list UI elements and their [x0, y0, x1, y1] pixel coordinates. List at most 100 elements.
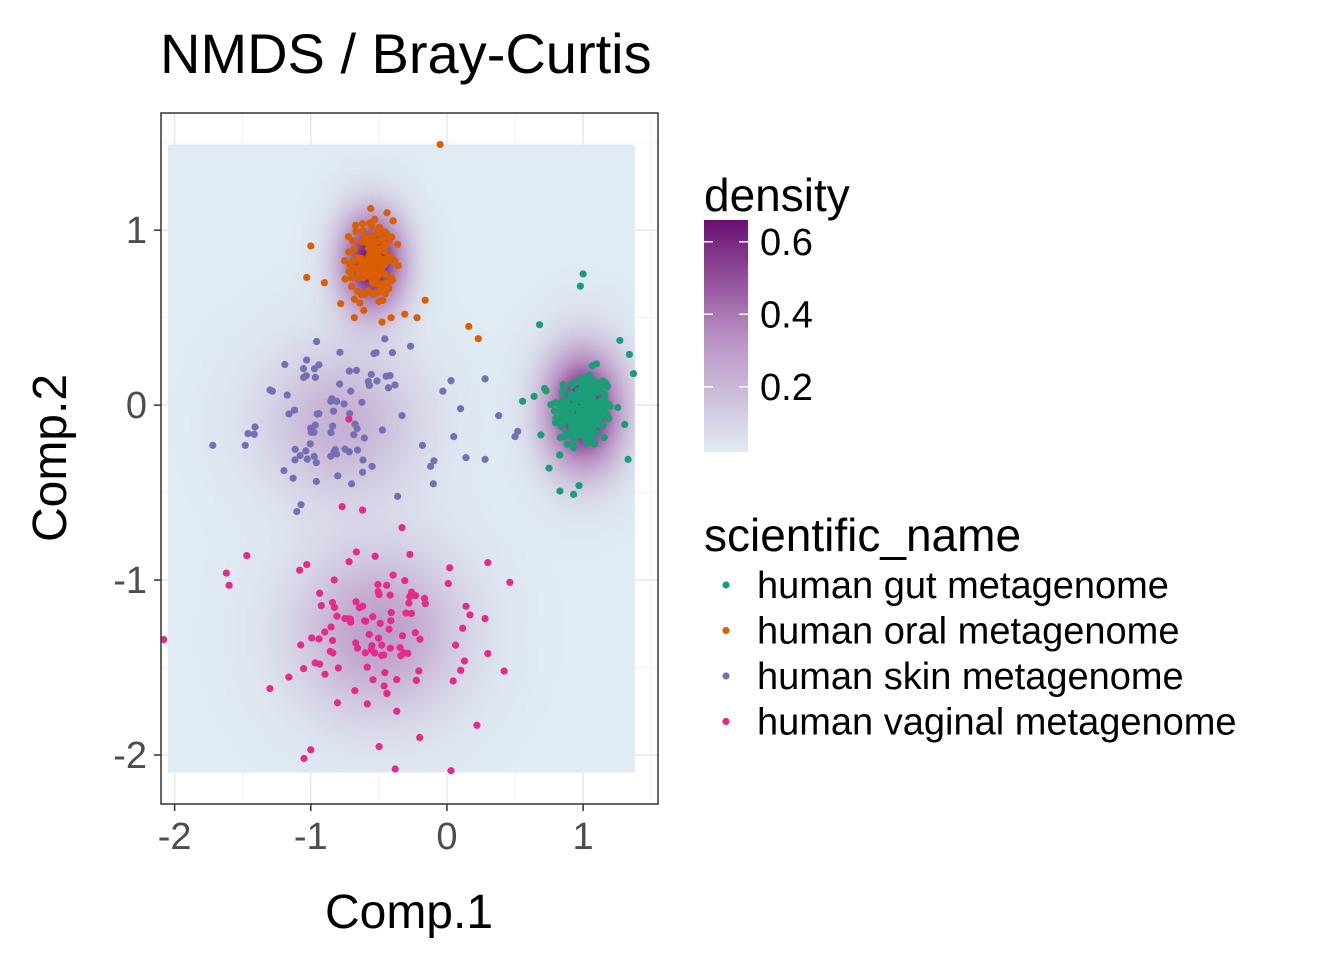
data-point — [556, 487, 564, 495]
data-point — [457, 666, 465, 674]
density-tick-label: 0.4 — [760, 294, 813, 336]
axes: -2 -1 0 1 1 0 -1 -2 — [113, 210, 593, 858]
data-point — [354, 287, 362, 295]
data-point — [506, 578, 514, 586]
data-point — [297, 501, 305, 509]
data-point — [313, 410, 321, 418]
data-point — [334, 472, 342, 480]
data-point — [415, 667, 423, 675]
data-point — [421, 600, 429, 608]
data-point — [459, 624, 467, 632]
data-point — [519, 397, 527, 405]
y-tick-label: 0 — [126, 385, 147, 427]
data-point — [621, 420, 629, 429]
series-3-points — [161, 415, 514, 775]
data-point — [341, 614, 349, 623]
data-point — [330, 448, 338, 456]
data-point — [384, 253, 392, 261]
data-point — [570, 437, 578, 446]
data-point — [614, 403, 622, 412]
data-point — [361, 233, 370, 241]
data-point — [603, 411, 611, 419]
data-point — [316, 589, 324, 597]
data-point — [358, 220, 367, 228]
data-point — [398, 632, 407, 640]
data-point — [359, 273, 368, 281]
y-tick-label: 1 — [126, 210, 147, 252]
data-point — [586, 388, 594, 396]
data-point — [315, 635, 323, 643]
data-point — [591, 440, 599, 448]
data-point — [336, 380, 344, 388]
data-point — [336, 348, 344, 356]
data-point — [381, 335, 389, 343]
data-point — [327, 428, 335, 437]
data-point — [456, 405, 465, 413]
data-point — [500, 667, 508, 675]
data-point — [462, 602, 470, 610]
data-point — [398, 524, 406, 532]
series-2-points — [209, 335, 522, 516]
data-point — [386, 591, 394, 599]
y-tick-label: -1 — [113, 560, 147, 602]
data-point — [320, 279, 328, 287]
data-point — [280, 466, 288, 475]
data-point — [371, 552, 379, 560]
data-point — [481, 375, 489, 383]
data-point — [358, 398, 366, 406]
data-point — [297, 641, 305, 649]
data-point — [307, 242, 315, 250]
data-point — [530, 392, 538, 400]
data-point — [371, 244, 380, 252]
series-0-points — [519, 270, 638, 498]
density-legend-ticks: 0.6 0.4 0.2 — [704, 222, 813, 409]
data-point — [595, 379, 603, 387]
data-point — [381, 240, 389, 249]
data-point — [376, 254, 384, 262]
data-point — [360, 306, 368, 314]
data-point — [484, 558, 492, 567]
data-point — [303, 561, 311, 569]
data-point — [411, 629, 419, 637]
data-point — [359, 602, 367, 610]
chart-title: NMDS / Bray-Curtis — [160, 22, 652, 85]
data-point — [582, 409, 590, 417]
data-point — [365, 630, 373, 639]
data-point — [290, 406, 299, 414]
data-point — [466, 611, 474, 619]
data-point — [344, 233, 352, 241]
data-point — [375, 743, 383, 751]
data-point — [568, 381, 576, 390]
data-point — [603, 383, 612, 391]
data-point — [386, 372, 394, 380]
data-point — [285, 673, 293, 681]
data-point — [363, 700, 371, 708]
data-point — [583, 423, 591, 431]
data-point — [285, 410, 293, 418]
data-point — [616, 336, 624, 345]
data-point — [550, 407, 559, 415]
data-point — [359, 266, 367, 274]
data-point — [563, 440, 571, 448]
data-point — [296, 566, 304, 574]
data-point — [243, 551, 251, 560]
data-point — [302, 447, 310, 455]
data-point — [373, 288, 381, 297]
data-point — [330, 603, 339, 612]
data-point — [402, 609, 410, 617]
data-point — [388, 276, 396, 284]
data-point — [567, 430, 575, 438]
data-point — [579, 392, 587, 400]
data-point — [416, 733, 424, 742]
x-tick-label: 1 — [573, 816, 594, 858]
data-point — [373, 377, 381, 385]
data-point — [413, 314, 421, 322]
data-point — [384, 384, 393, 392]
data-point — [398, 412, 406, 420]
data-point — [430, 457, 438, 465]
data-point — [352, 548, 360, 556]
scatter-points — [161, 140, 638, 775]
data-point — [412, 676, 420, 684]
data-point — [328, 636, 337, 645]
